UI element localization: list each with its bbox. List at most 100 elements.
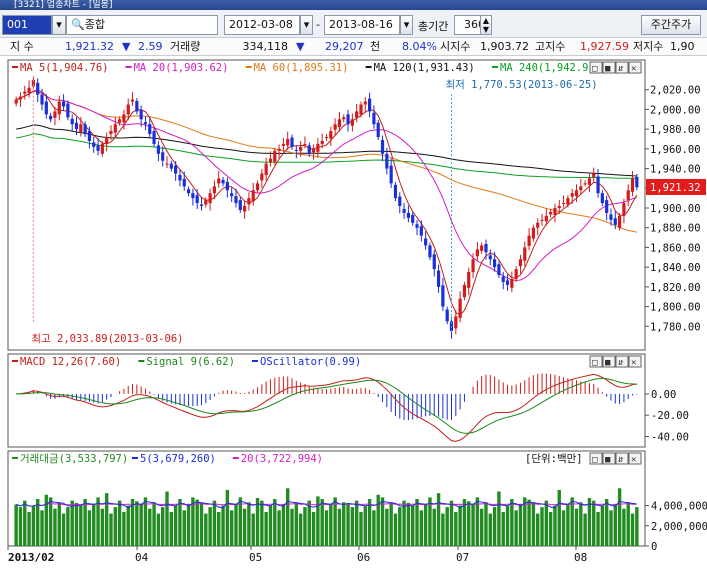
- volume-bar: [570, 497, 574, 546]
- candle-body: [96, 145, 100, 151]
- volume-bar: [566, 503, 570, 546]
- volume-bar: [337, 508, 342, 546]
- panel-button-icon[interactable]: ✕: [631, 64, 636, 74]
- candle-body: [372, 112, 376, 125]
- volume-bar: [199, 502, 204, 546]
- chevron-down-icon: ▾: [403, 18, 410, 31]
- panel-button[interactable]: [628, 355, 642, 368]
- chart-svg[interactable]: MA 5(1,904.76) MA 20(1,903.62) MA 60(1,895…: [0, 58, 707, 566]
- volume-bar: [53, 508, 57, 546]
- panel-button[interactable]: [615, 452, 629, 465]
- search-field[interactable]: 🔍종합: [66, 15, 218, 35]
- candle-body: [148, 124, 152, 135]
- start-date-dropdown[interactable]: ▾: [300, 15, 313, 35]
- legend-label: OScillator(0.99): [260, 356, 361, 368]
- candle-body: [208, 193, 212, 204]
- panel-button[interactable]: [589, 452, 603, 465]
- volume-bar: [635, 507, 639, 546]
- panel-button-icon[interactable]: ⇵: [618, 455, 624, 465]
- panel-button[interactable]: [602, 355, 616, 368]
- volume-bar: [333, 497, 337, 546]
- volume-label: 거래량: [170, 40, 201, 53]
- panel-button[interactable]: [628, 452, 642, 465]
- stepper-arrows-icon: ▲ ▼: [482, 16, 490, 34]
- candle-body: [635, 176, 639, 188]
- code-input[interactable]: 001: [2, 15, 52, 35]
- candle-body: [618, 215, 622, 228]
- candle-body: [135, 101, 139, 112]
- panel-button[interactable]: [602, 61, 616, 74]
- volume-bar: [100, 508, 105, 546]
- candle-body: [596, 176, 600, 194]
- candle-body: [44, 101, 48, 115]
- panel-button-icon[interactable]: ✕: [631, 358, 636, 368]
- candle-body: [169, 163, 173, 169]
- volume-bar: [579, 502, 583, 546]
- candle-body: [436, 270, 441, 287]
- volume-bar: [221, 505, 225, 546]
- candle-body: [398, 196, 402, 207]
- panel-button-icon[interactable]: ✕: [631, 455, 636, 465]
- candle-body: [626, 190, 630, 201]
- candle-body: [630, 178, 635, 192]
- candle-body: [480, 245, 484, 251]
- panel-button[interactable]: [589, 61, 603, 74]
- volume-bar: [501, 511, 505, 546]
- panel-button-icon[interactable]: ⇵: [618, 358, 624, 368]
- candle-body: [415, 224, 419, 228]
- panel-button[interactable]: [615, 355, 629, 368]
- candle-body: [583, 183, 587, 185]
- panel-button-icon[interactable]: ⇵: [618, 64, 624, 74]
- legend-label: 거래대금(3,533,797): [20, 453, 128, 465]
- weekly-price-button[interactable]: 주간주가: [641, 15, 701, 35]
- panel-button-icon[interactable]: □: [592, 455, 598, 465]
- candle-body: [230, 193, 234, 197]
- volume-bar: [467, 501, 471, 546]
- end-date-dropdown[interactable]: ▾: [400, 15, 413, 35]
- candle-body: [40, 94, 44, 105]
- candle-body: [544, 215, 548, 222]
- chart-area[interactable]: MA 5(1,904.76) MA 20(1,903.62) MA 60(1,895…: [0, 58, 707, 566]
- candle-body: [419, 226, 423, 236]
- end-date-input[interactable]: 2013-08-16: [324, 15, 400, 35]
- legend-label: MA 120(1,931.43): [374, 62, 475, 74]
- period-stepper[interactable]: ▲ ▼: [480, 15, 492, 35]
- candle-body: [536, 222, 540, 228]
- y-tick-label: 1,780.00: [650, 321, 701, 333]
- y-tick-label: 2,020.00: [650, 85, 701, 97]
- volume-bar: [540, 507, 544, 546]
- candle-body: [186, 189, 191, 194]
- panel-button-icon[interactable]: ■: [605, 64, 611, 74]
- candle-body: [600, 193, 604, 204]
- volume-bar: [264, 511, 268, 546]
- volume-bar: [294, 502, 299, 546]
- candle-body: [501, 276, 505, 282]
- candle-body: [14, 99, 18, 104]
- y-tick-label: 4,000,000: [651, 501, 707, 513]
- signal-line: [16, 377, 637, 434]
- panel-button[interactable]: [589, 355, 603, 368]
- panel-button[interactable]: [628, 61, 642, 74]
- candle-body: [514, 269, 518, 279]
- panel-button-icon[interactable]: ■: [605, 455, 611, 465]
- volume-bar: [432, 508, 436, 546]
- macd-line: [16, 373, 637, 442]
- low-value: 1,90: [670, 40, 695, 53]
- x-tick-label: 07: [456, 551, 469, 564]
- candle-body: [445, 309, 449, 322]
- panel-button-icon[interactable]: □: [592, 64, 598, 74]
- code-dropdown-button[interactable]: ▾: [52, 15, 66, 35]
- start-date-input[interactable]: 2012-03-08: [224, 15, 300, 35]
- panel-button[interactable]: [602, 452, 616, 465]
- panel-button[interactable]: [615, 61, 629, 74]
- ma120-line: [16, 124, 637, 177]
- panel-button-icon[interactable]: □: [592, 358, 598, 368]
- volume-bar: [195, 499, 199, 546]
- candle-body: [613, 218, 617, 225]
- volume-bar: [445, 507, 449, 546]
- volume-bar: [208, 507, 212, 546]
- panel-button-icon[interactable]: ■: [605, 358, 611, 368]
- candle-body: [380, 139, 385, 154]
- candle-body: [359, 104, 363, 115]
- candle-body: [53, 111, 57, 118]
